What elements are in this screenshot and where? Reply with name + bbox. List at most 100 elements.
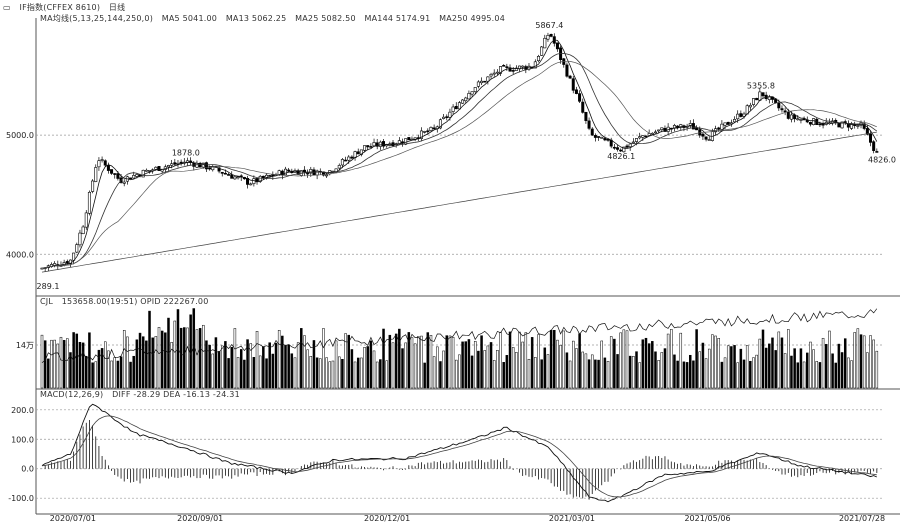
x-axis-label: 2020/07/01 (50, 514, 96, 523)
volume-bar (281, 335, 284, 389)
volume-bar (619, 332, 622, 389)
window-icon[interactable]: ▭ (3, 3, 11, 12)
candle-body (808, 122, 812, 125)
candle-body (375, 142, 379, 147)
volume-bar (363, 347, 366, 389)
candle-body (777, 102, 781, 109)
candle-body (511, 70, 515, 72)
volume-bar (768, 343, 771, 389)
volume-bar (714, 335, 717, 389)
volume-bar (689, 354, 692, 389)
candle-body (106, 165, 110, 171)
candle-body (173, 162, 177, 165)
candle-body (265, 174, 269, 178)
volume-bar (356, 357, 360, 389)
volume-bar (423, 362, 426, 389)
candle-body (505, 66, 509, 68)
volume-bar (726, 345, 730, 389)
volume-bar (733, 345, 736, 389)
candle-body (672, 125, 676, 129)
candle-body (679, 124, 683, 128)
volume-bar (524, 332, 528, 389)
volume-bar (796, 362, 800, 389)
macd-ytick-label: -100.0 (8, 494, 34, 503)
volume-bar (641, 339, 645, 389)
candle-body (344, 159, 348, 162)
volume-bar (274, 342, 278, 389)
volume-bar (673, 354, 676, 389)
candle-body (65, 261, 69, 264)
candle-body (78, 232, 82, 246)
ma-params[interactable]: MA均线(5,13,25,144,250,0) (40, 14, 154, 23)
candle-body (337, 165, 341, 169)
candle-body (195, 162, 199, 168)
candle-body (802, 118, 806, 121)
macd-diff-line (41, 403, 877, 503)
candle-body (688, 123, 692, 126)
candle-body (480, 80, 484, 84)
candle-body (818, 123, 822, 126)
volume-bar (834, 362, 837, 389)
candle-body (445, 116, 449, 118)
volume-bar (110, 360, 113, 389)
ma-header: MA均线(5,13,25,144,250,0) MA5 5041.00 MA13… (40, 13, 511, 24)
candle-body (382, 141, 386, 147)
candle-body (350, 156, 354, 159)
volume-bar (160, 330, 164, 389)
volume-bar (613, 338, 616, 389)
candle-body (283, 168, 287, 176)
candle-body (495, 71, 499, 74)
volume-bar (398, 328, 401, 389)
volume-bar (296, 342, 300, 389)
volume-bar (477, 350, 480, 389)
volume-bar (300, 328, 303, 389)
candles-layer (40, 32, 879, 272)
candle-body (850, 123, 854, 129)
candle-body (837, 123, 841, 128)
volume-layer (40, 308, 879, 389)
macd-values: DIFF -28.29 DEA -16.13 -24.31 (112, 390, 240, 399)
volume-bar (132, 355, 135, 389)
candle-body (789, 114, 793, 120)
volume-bar (461, 341, 464, 389)
candle-body (856, 125, 860, 127)
volume-bar (100, 348, 104, 389)
instrument-title[interactable]: IF指数(CFFEX 8610) (19, 3, 101, 12)
volume-bar (717, 338, 720, 389)
candle-body (233, 176, 237, 180)
macd-title[interactable]: MACD(12,26,9) (40, 390, 104, 399)
volume-bar (695, 329, 698, 389)
volume-bar (227, 358, 230, 389)
volume-bar (559, 344, 562, 389)
volume-bar (572, 340, 575, 389)
volume-bar (401, 348, 404, 389)
volume-bar (173, 320, 177, 389)
volume-bar (701, 342, 705, 389)
candle-body (170, 163, 174, 166)
ma250-line (41, 131, 877, 273)
ma144-value: MA144 5174.91 (364, 14, 431, 23)
volume-bar (141, 336, 145, 389)
volume-bar (164, 332, 167, 389)
candle-body (189, 160, 193, 163)
volume-bar (303, 335, 306, 389)
candle-body (631, 141, 635, 144)
volume-bar (350, 349, 354, 389)
volume-bar (828, 330, 831, 389)
candle-body (641, 135, 645, 138)
volume-title[interactable]: CJL (40, 297, 54, 306)
period-selector[interactable]: 日线 (108, 3, 126, 12)
x-axis-label: 2021/07/28 (839, 514, 885, 523)
price-annotation: 289.1 (37, 282, 60, 291)
volume-bar (148, 310, 151, 389)
candle-body (748, 104, 752, 108)
volume-bar (426, 332, 430, 389)
volume-bar (799, 348, 803, 389)
volume-bar (473, 341, 477, 389)
volume-bar (505, 355, 509, 389)
volume-bar (211, 353, 215, 389)
candle-body (758, 91, 762, 101)
candle-body (540, 46, 544, 56)
candle-body (704, 136, 708, 140)
candle-body (663, 128, 667, 132)
